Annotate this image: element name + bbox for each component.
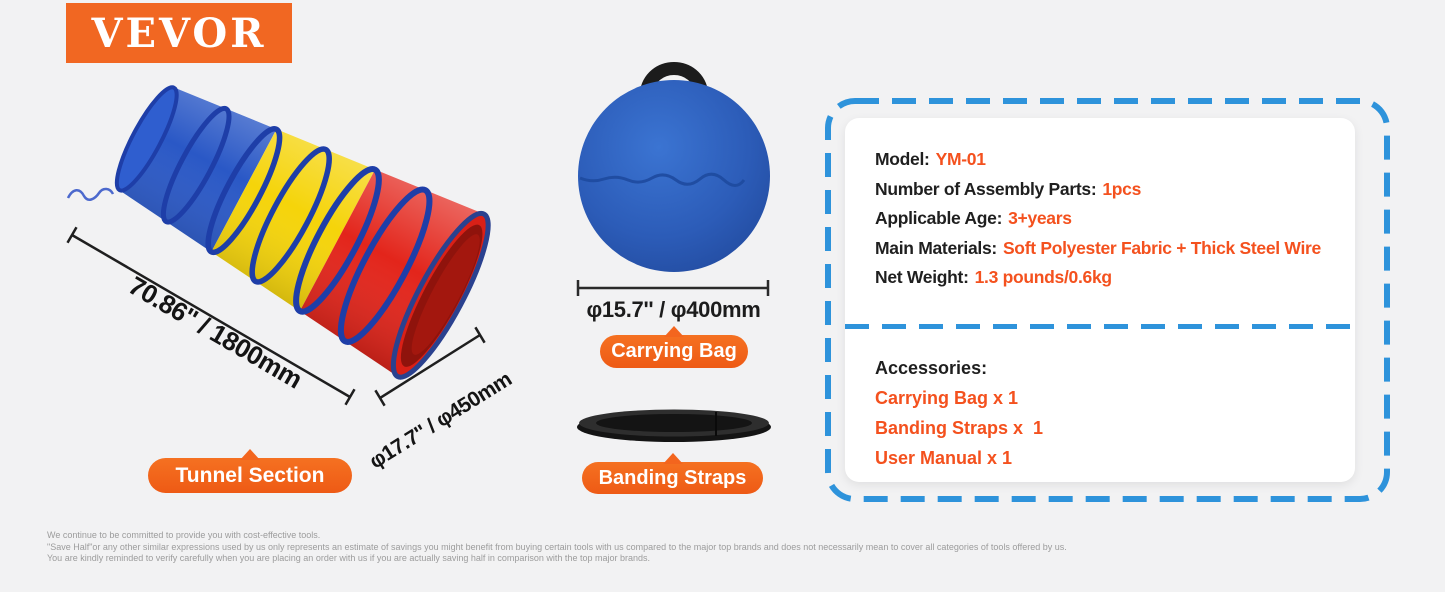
bag-zipper-seam bbox=[579, 172, 746, 187]
spec-value: 1.3 pounds/0.6kg bbox=[974, 267, 1112, 287]
brand-logo: VEVOR bbox=[66, 3, 292, 63]
spec-value: 1pcs bbox=[1102, 178, 1142, 199]
bag-diameter-dimension-line bbox=[576, 280, 770, 296]
spec-value: Soft Polyester Fabric + Thick Steel Wire bbox=[1002, 237, 1321, 258]
tunnel-illustration: 70.86'' / 1800mm φ17.7'' / φ450mm bbox=[66, 85, 516, 474]
accessories-heading: Accessories: bbox=[875, 357, 988, 378]
carrying-bag-tag: Carrying Bag bbox=[600, 326, 748, 368]
spec-value: YM-01 bbox=[935, 149, 986, 169]
banding-strap-illustration bbox=[577, 409, 771, 442]
disclaimer-line: We continue to be committed to provide y… bbox=[47, 530, 321, 540]
callout-pointer-icon bbox=[664, 326, 684, 337]
disclaimer-line: "Save Half"or any other similar expressi… bbox=[47, 541, 1067, 552]
spec-label: Main Materials: bbox=[875, 237, 997, 258]
tunnel-hoop-rings bbox=[160, 105, 433, 345]
tunnel-section-tag: Tunnel Section bbox=[148, 449, 352, 493]
spec-row-applicable-age: Applicable Age: 3+years bbox=[875, 204, 1353, 234]
disclaimer: We continue to be committed to provide y… bbox=[47, 530, 1147, 565]
carrying-bag-tag-label: Carrying Bag bbox=[611, 340, 737, 362]
spec-label: Number of Assembly Parts: bbox=[875, 178, 1097, 199]
tunnel-section-tag-label: Tunnel Section bbox=[175, 463, 325, 487]
spec-card: Model: YM-01 Number of Assembly Parts: 1pc… bbox=[845, 118, 1355, 482]
spec-row-model: Model: YM-01 bbox=[875, 145, 1353, 175]
dashed-border-rect bbox=[825, 98, 1390, 502]
callout-pointer-icon bbox=[240, 449, 260, 460]
tunnel-cord bbox=[66, 187, 115, 201]
accessory-item: Banding Straps x 1 bbox=[875, 417, 1044, 438]
accessory-item: User Manual x 1 bbox=[875, 447, 1013, 468]
bag-diameter-label: φ15.7'' / φ400mm bbox=[586, 297, 761, 322]
tunnel-diameter-dimension-line bbox=[374, 326, 486, 407]
tunnel-back-cap bbox=[114, 85, 179, 193]
accessories-section: Accessories: Carrying Bag x 1 Banding St… bbox=[845, 329, 1355, 473]
carrying-bag-illustration bbox=[576, 62, 770, 296]
spec-row-assembly-parts: Number of Assembly Parts: 1pcs bbox=[875, 175, 1353, 205]
spec-label: Net Weight: bbox=[875, 267, 969, 287]
strap-inner bbox=[596, 414, 752, 432]
tunnel-front-opening bbox=[390, 210, 491, 380]
dashed-divider bbox=[845, 323, 1355, 329]
spec-label: Model: bbox=[875, 149, 930, 169]
spec-row-main-materials: Main Materials: Soft Polyester Fabric + T… bbox=[875, 234, 1353, 264]
tunnel-diameter-label: φ17.7'' / φ450mm bbox=[365, 368, 515, 474]
tunnel-length-dimension-line bbox=[66, 226, 356, 406]
spec-value: 3+years bbox=[1008, 208, 1072, 228]
disclaimer-line: You are kindly reminded to verify carefu… bbox=[47, 553, 650, 563]
tunnel-image bbox=[114, 85, 491, 380]
banding-straps-tag: Banding Straps bbox=[582, 453, 763, 494]
spec-row-net-weight: Net Weight: 1.3 pounds/0.6kg bbox=[875, 263, 1353, 293]
callout-pointer-icon bbox=[662, 453, 683, 464]
bag-body bbox=[578, 80, 770, 272]
spec-label: Applicable Age: bbox=[875, 208, 1003, 228]
banding-straps-tag-label: Banding Straps bbox=[598, 466, 747, 489]
spec-panel: Model: YM-01 Number of Assembly Parts: 1pc… bbox=[825, 98, 1390, 502]
dashed-border bbox=[825, 98, 1390, 502]
spec-list: Model: YM-01 Number of Assembly Parts: 1pc… bbox=[845, 118, 1355, 293]
brand-logo-text: VEVOR bbox=[91, 9, 267, 57]
accessory-item: Carrying Bag x 1 bbox=[875, 387, 1019, 408]
